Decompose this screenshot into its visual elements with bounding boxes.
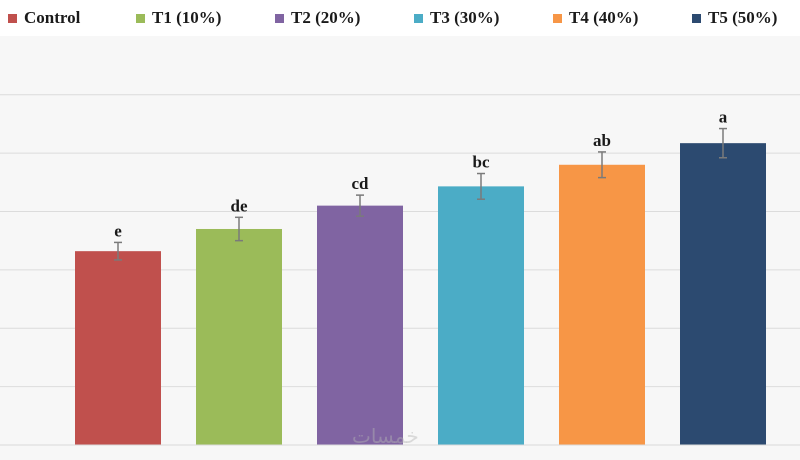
error-bar — [114, 241, 122, 261]
legend-item-t5: T5 (50%) — [692, 8, 777, 28]
legend-label: Control — [24, 8, 81, 27]
watermark: خمسات — [352, 424, 419, 448]
bar-t2-20 — [317, 205, 403, 445]
error-bar — [719, 127, 727, 159]
legend-label: T5 (50%) — [708, 8, 778, 27]
error-bar — [235, 216, 243, 242]
legend-item-t2: T2 (20%) — [275, 8, 360, 28]
bar-t1-10 — [196, 228, 282, 445]
bar-control — [75, 251, 161, 445]
legend-label: T2 (20%) — [291, 8, 361, 27]
significance-label: bc — [473, 153, 490, 172]
bar-t5-50 — [680, 143, 766, 445]
legend-item-control: Control — [8, 8, 80, 28]
error-bar — [356, 194, 364, 217]
error-bar — [598, 151, 606, 179]
legend-label: T3 (30%) — [430, 8, 500, 27]
legend-swatch — [136, 13, 145, 23]
error-bar — [477, 172, 485, 200]
legend-item-t1: T1 (10%) — [136, 8, 221, 28]
legend-swatch — [275, 13, 284, 23]
significance-label: de — [231, 196, 248, 215]
legend-item-t4: T4 (40%) — [553, 8, 638, 28]
legend-label: T1 (10%) — [152, 8, 222, 27]
legend-item-t3: T3 (30%) — [414, 8, 499, 28]
legend: Control T1 (10%) T2 (20%) T3 (30%) T4 (4… — [0, 0, 800, 36]
legend-label: T4 (40%) — [569, 8, 639, 27]
significance-label: e — [114, 221, 122, 240]
legend-swatch — [553, 13, 562, 23]
bar-t3-30 — [438, 186, 524, 445]
legend-swatch — [8, 13, 17, 23]
bar-t4-40 — [559, 164, 645, 445]
legend-swatch — [692, 13, 701, 23]
significance-label: cd — [352, 174, 370, 193]
legend-swatch — [414, 13, 423, 23]
significance-label: a — [719, 108, 728, 127]
significance-label: ab — [593, 131, 611, 150]
